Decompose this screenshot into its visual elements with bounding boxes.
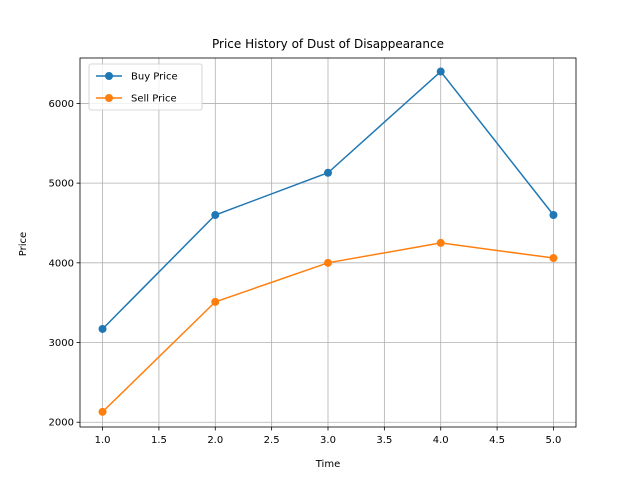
x-axis-label: Time xyxy=(315,459,340,470)
x-tick-label: 2.0 xyxy=(207,435,223,446)
y-tick-label: 6000 xyxy=(49,99,74,110)
legend-buy-price-label: Buy Price xyxy=(131,72,178,83)
legend-sell-price-marker xyxy=(105,94,113,102)
x-tick-label: 2.5 xyxy=(264,435,280,446)
y-tick-label: 5000 xyxy=(49,179,74,190)
x-tick-label: 4.5 xyxy=(489,435,505,446)
legend-sell-price-label: Sell Price xyxy=(131,94,177,105)
sell-price-point xyxy=(324,258,332,267)
y-axis-label: Price xyxy=(18,232,29,256)
buy-price-point xyxy=(98,324,107,333)
sell-price-point xyxy=(211,297,220,306)
y-axis: 2000 3000 4000 5000 6000 xyxy=(49,99,80,429)
x-tick-label: 1.5 xyxy=(151,435,167,446)
y-tick-label: 3000 xyxy=(49,338,74,349)
sell-price-point xyxy=(98,407,107,416)
x-axis: 1.0 1.5 2.0 2.5 3.0 3.5 4.0 4.5 5.0 xyxy=(95,427,562,446)
x-tick-label: 1.0 xyxy=(95,435,111,446)
y-tick-label: 2000 xyxy=(49,418,74,429)
buy-price-point xyxy=(324,168,332,177)
grid-lines xyxy=(80,58,576,427)
sell-price-point xyxy=(436,238,445,247)
series-layer xyxy=(98,67,558,416)
x-tick-label: 3.0 xyxy=(320,435,336,446)
x-tick-label: 3.5 xyxy=(376,435,392,446)
buy-price-point xyxy=(211,211,220,220)
chart-title: Price History of Dust of Disappearance xyxy=(212,37,444,51)
legend: Buy Price Sell Price xyxy=(88,63,203,111)
y-tick-label: 4000 xyxy=(49,258,74,269)
buy-price-point xyxy=(436,67,445,76)
x-tick-label: 4.0 xyxy=(433,435,449,446)
sell-price-point xyxy=(549,254,558,263)
x-tick-label: 5.0 xyxy=(546,435,562,446)
buy-price-point xyxy=(549,211,558,220)
legend-buy-price-marker xyxy=(105,72,113,80)
